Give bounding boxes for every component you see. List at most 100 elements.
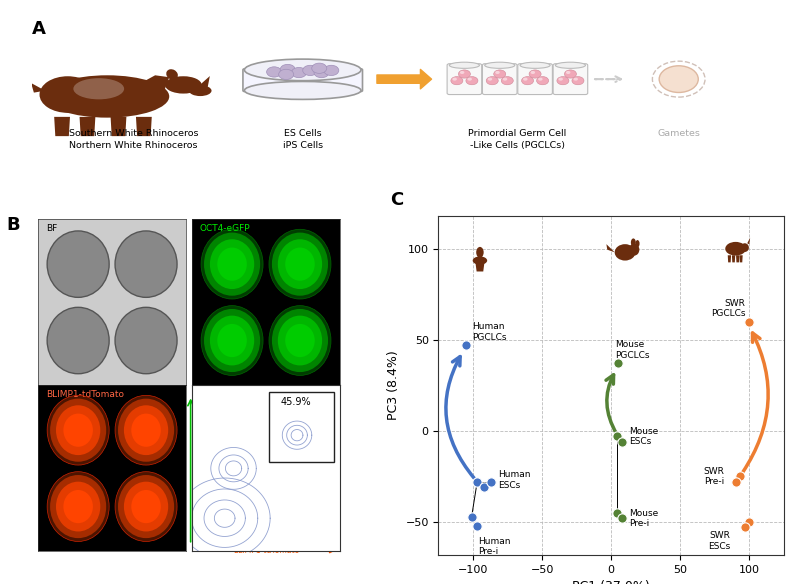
Polygon shape bbox=[739, 255, 742, 262]
Ellipse shape bbox=[467, 78, 472, 81]
Ellipse shape bbox=[476, 247, 484, 258]
Text: Primordial Germ Cell
-Like Cells (PGCLCs): Primordial Germ Cell -Like Cells (PGCLCs… bbox=[468, 130, 566, 150]
Ellipse shape bbox=[495, 71, 500, 74]
Ellipse shape bbox=[39, 77, 96, 113]
Ellipse shape bbox=[522, 77, 534, 85]
Ellipse shape bbox=[523, 78, 527, 81]
Text: B: B bbox=[7, 216, 21, 234]
Ellipse shape bbox=[726, 242, 746, 256]
FancyBboxPatch shape bbox=[518, 64, 552, 95]
Ellipse shape bbox=[537, 77, 549, 85]
Ellipse shape bbox=[189, 85, 211, 96]
Point bbox=[460, 340, 473, 350]
Polygon shape bbox=[54, 117, 70, 136]
Text: Human
ESCs: Human ESCs bbox=[498, 470, 530, 490]
Ellipse shape bbox=[529, 70, 541, 78]
Ellipse shape bbox=[45, 75, 170, 117]
Ellipse shape bbox=[460, 71, 464, 74]
Ellipse shape bbox=[324, 65, 339, 75]
Ellipse shape bbox=[629, 244, 639, 256]
Polygon shape bbox=[728, 255, 731, 262]
Text: Mouse
PGCLCs: Mouse PGCLCs bbox=[615, 340, 650, 360]
Point bbox=[739, 523, 752, 532]
Ellipse shape bbox=[555, 62, 586, 68]
Ellipse shape bbox=[466, 77, 478, 85]
Ellipse shape bbox=[502, 78, 507, 81]
Text: Mouse
ESCs: Mouse ESCs bbox=[630, 427, 658, 446]
Y-axis label: PC3 (8.4%): PC3 (8.4%) bbox=[387, 350, 400, 420]
Text: A: A bbox=[32, 20, 46, 38]
Point bbox=[485, 477, 498, 486]
Ellipse shape bbox=[74, 78, 124, 99]
Ellipse shape bbox=[486, 77, 498, 85]
Ellipse shape bbox=[488, 78, 492, 81]
Ellipse shape bbox=[557, 77, 569, 85]
Ellipse shape bbox=[565, 70, 577, 78]
Ellipse shape bbox=[278, 69, 294, 79]
Text: SWR
Pre-i: SWR Pre-i bbox=[704, 467, 725, 486]
Text: OCT4-eGFP: OCT4-eGFP bbox=[177, 452, 186, 495]
Text: Mouse
Pre-i: Mouse Pre-i bbox=[630, 509, 658, 528]
Polygon shape bbox=[736, 255, 739, 262]
Text: Gametes: Gametes bbox=[658, 130, 700, 138]
FancyBboxPatch shape bbox=[243, 69, 362, 92]
Point bbox=[610, 508, 623, 517]
Ellipse shape bbox=[530, 71, 535, 74]
Ellipse shape bbox=[245, 81, 361, 99]
Polygon shape bbox=[606, 244, 614, 252]
FancyBboxPatch shape bbox=[447, 64, 482, 95]
Text: SWR
PGCLCs: SWR PGCLCs bbox=[711, 298, 746, 318]
Ellipse shape bbox=[266, 67, 282, 77]
Ellipse shape bbox=[485, 62, 514, 68]
FancyBboxPatch shape bbox=[482, 64, 517, 95]
Text: Human
Pre-i: Human Pre-i bbox=[478, 537, 511, 556]
Ellipse shape bbox=[520, 62, 550, 68]
Ellipse shape bbox=[245, 59, 361, 81]
Ellipse shape bbox=[473, 256, 487, 265]
Ellipse shape bbox=[566, 71, 570, 74]
Ellipse shape bbox=[458, 70, 470, 78]
Polygon shape bbox=[141, 75, 170, 93]
Ellipse shape bbox=[558, 78, 563, 81]
Text: SWR
ESCs: SWR ESCs bbox=[708, 531, 730, 551]
Ellipse shape bbox=[659, 66, 698, 92]
Ellipse shape bbox=[165, 77, 202, 93]
Polygon shape bbox=[198, 76, 210, 88]
Point bbox=[466, 512, 478, 521]
Text: ES Cells
iPS Cells: ES Cells iPS Cells bbox=[282, 130, 322, 150]
Point bbox=[478, 483, 490, 492]
Polygon shape bbox=[136, 117, 152, 136]
X-axis label: PC1 (37.0%): PC1 (37.0%) bbox=[572, 580, 650, 584]
Point bbox=[470, 521, 483, 530]
Text: BLIMP1-tdTomato: BLIMP1-tdTomato bbox=[233, 546, 299, 555]
Ellipse shape bbox=[741, 244, 749, 252]
Text: Southern White Rhinoceros
Northern White Rhinoceros: Southern White Rhinoceros Northern White… bbox=[69, 130, 198, 150]
Ellipse shape bbox=[450, 62, 479, 68]
Point bbox=[616, 437, 629, 447]
Ellipse shape bbox=[635, 240, 639, 247]
Point bbox=[612, 359, 625, 368]
Point bbox=[743, 317, 756, 326]
Polygon shape bbox=[747, 238, 750, 244]
Ellipse shape bbox=[574, 78, 578, 81]
Ellipse shape bbox=[631, 238, 636, 246]
Point bbox=[610, 432, 623, 441]
Point bbox=[734, 472, 746, 481]
Ellipse shape bbox=[451, 77, 463, 85]
Polygon shape bbox=[31, 83, 45, 93]
Ellipse shape bbox=[502, 77, 514, 85]
Ellipse shape bbox=[452, 78, 457, 81]
Text: C: C bbox=[390, 191, 403, 209]
Ellipse shape bbox=[312, 63, 326, 74]
Point bbox=[730, 477, 742, 486]
Point bbox=[616, 514, 629, 523]
Polygon shape bbox=[110, 117, 126, 136]
Ellipse shape bbox=[494, 70, 506, 78]
Text: Human
PGCLCs: Human PGCLCs bbox=[472, 322, 506, 342]
Polygon shape bbox=[79, 117, 95, 136]
Ellipse shape bbox=[302, 65, 318, 75]
Ellipse shape bbox=[291, 67, 306, 78]
FancyBboxPatch shape bbox=[553, 64, 588, 95]
Ellipse shape bbox=[538, 78, 542, 81]
Polygon shape bbox=[475, 259, 485, 272]
